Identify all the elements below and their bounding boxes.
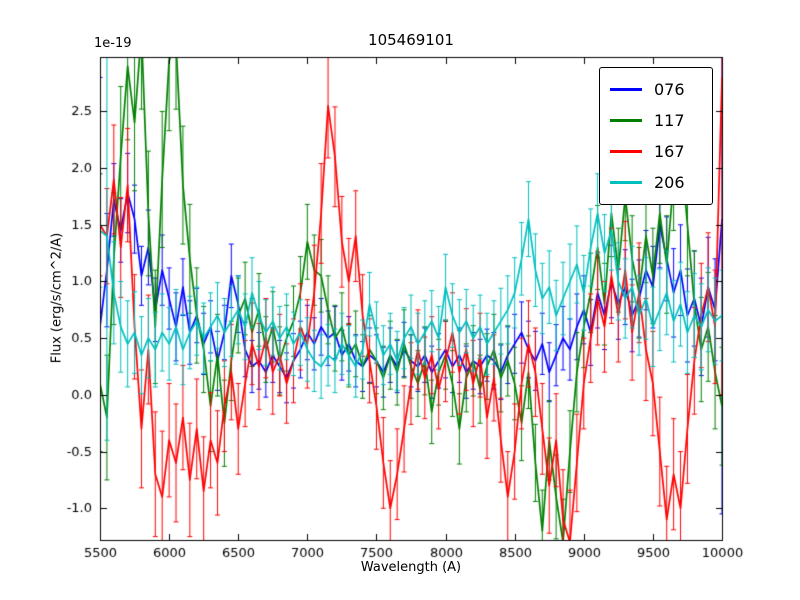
legend-item: 206 <box>610 167 702 198</box>
legend-label: 167 <box>654 142 685 161</box>
x-axis-label: Wavelength (A) <box>360 560 462 575</box>
legend-label: 076 <box>654 80 685 99</box>
legend-line-swatch-167 <box>610 150 642 153</box>
legend-label: 206 <box>654 173 685 192</box>
y-axis-label: Flux (erg/s/cm^2/A) <box>49 232 65 364</box>
legend: 076 117 167 206 <box>599 67 713 205</box>
legend-line-swatch-076 <box>610 88 642 91</box>
plot-title: 105469101 <box>368 31 454 49</box>
legend-item: 076 <box>610 74 702 105</box>
legend-item: 117 <box>610 105 702 136</box>
legend-item: 167 <box>610 136 702 167</box>
legend-label: 117 <box>654 111 685 130</box>
legend-line-swatch-206 <box>610 181 642 184</box>
y-axis-offset-label: 1e-19 <box>94 36 132 51</box>
legend-line-swatch-117 <box>610 119 642 122</box>
